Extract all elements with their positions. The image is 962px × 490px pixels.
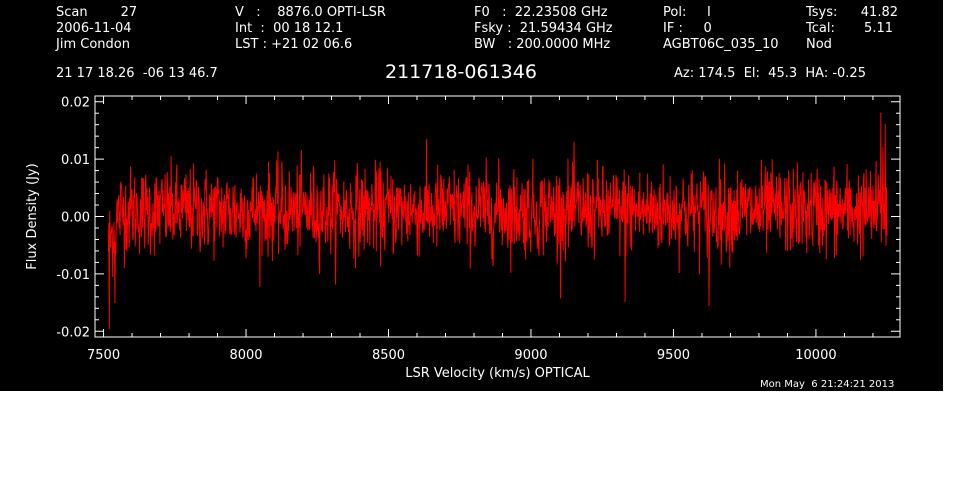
spectrum-feature-point [882,147,884,149]
integration-label: Int : 00 18 12.1 [235,21,344,36]
y-axis-label: Flux Density (Jy) [25,163,40,269]
lst-label: LST : +21 02 06.6 [235,37,353,52]
x-tick-label: 8000 [229,348,262,363]
date-label: 2006-11-04 [56,21,132,36]
spectrum-feature-point [624,300,626,303]
spectrum-feature-point [114,301,116,304]
procedure-label: Nod [806,37,832,52]
polarization-label: Pol: I [663,5,711,20]
rest-frequency-label: F0 : 22.23508 GHz [474,5,608,20]
x-axis-label: LSR Velocity (km/s) OPTICAL [405,366,590,381]
x-tick-label: 7500 [87,348,120,363]
tsys-label: Tsys: [806,5,838,20]
spectrum-chart: 7500 8000 8500 9000 9500 10000 -0.02 -0.01 0.00 0… [25,95,901,381]
pointing-info: Az: 174.5 El: 45.3 HA: -0.25 [674,66,866,81]
spectrum-feature-point [708,304,710,307]
x-tick-label: 9000 [514,348,547,363]
tcal-label: Tcal: [806,21,835,36]
x-tick-label: 10000 [795,348,836,363]
tcal-value: 5.11 [864,21,893,36]
y-tick-label: 0.02 [61,96,90,111]
x-tick-label: 8500 [372,348,405,363]
project-label: AGBT06C_035_10 [663,37,779,52]
bandwidth-label: BW : 200.0000 MHz [474,37,611,52]
spectrum-feature-point [108,327,110,329]
spectrum-feature-point [880,112,882,114]
source-name: 211718-061346 [385,61,537,83]
tsys-value: 41.82 [860,5,898,20]
plot-frame [94,95,901,338]
y-tick-label: 0.01 [61,153,90,168]
y-tick-label: 0.00 [61,211,90,226]
sky-frequency-label: Fsky : 21.59434 GHz [474,21,613,36]
spectrum-trace [107,113,888,329]
velocity-label: V : 8876.0 OPTI-LSR [235,5,386,20]
x-tick-label: 9500 [657,348,690,363]
y-tick-label: -0.02 [56,325,90,340]
scan-label: Scan 27 [56,5,138,20]
observer-label: Jim Condon [56,37,130,52]
spectrum-feature-point [884,124,886,126]
y-tick-label: -0.01 [56,268,90,283]
source-coordinates: 21 17 18.26 -06 13 46.7 [56,66,218,81]
plot-panel: Scan 27 2006-11-04 Jim Condon V : 8876.0… [0,0,943,391]
if-label: IF : 0 [663,21,712,36]
timestamp: Mon May 6 21:24:21 2013 [760,379,895,390]
